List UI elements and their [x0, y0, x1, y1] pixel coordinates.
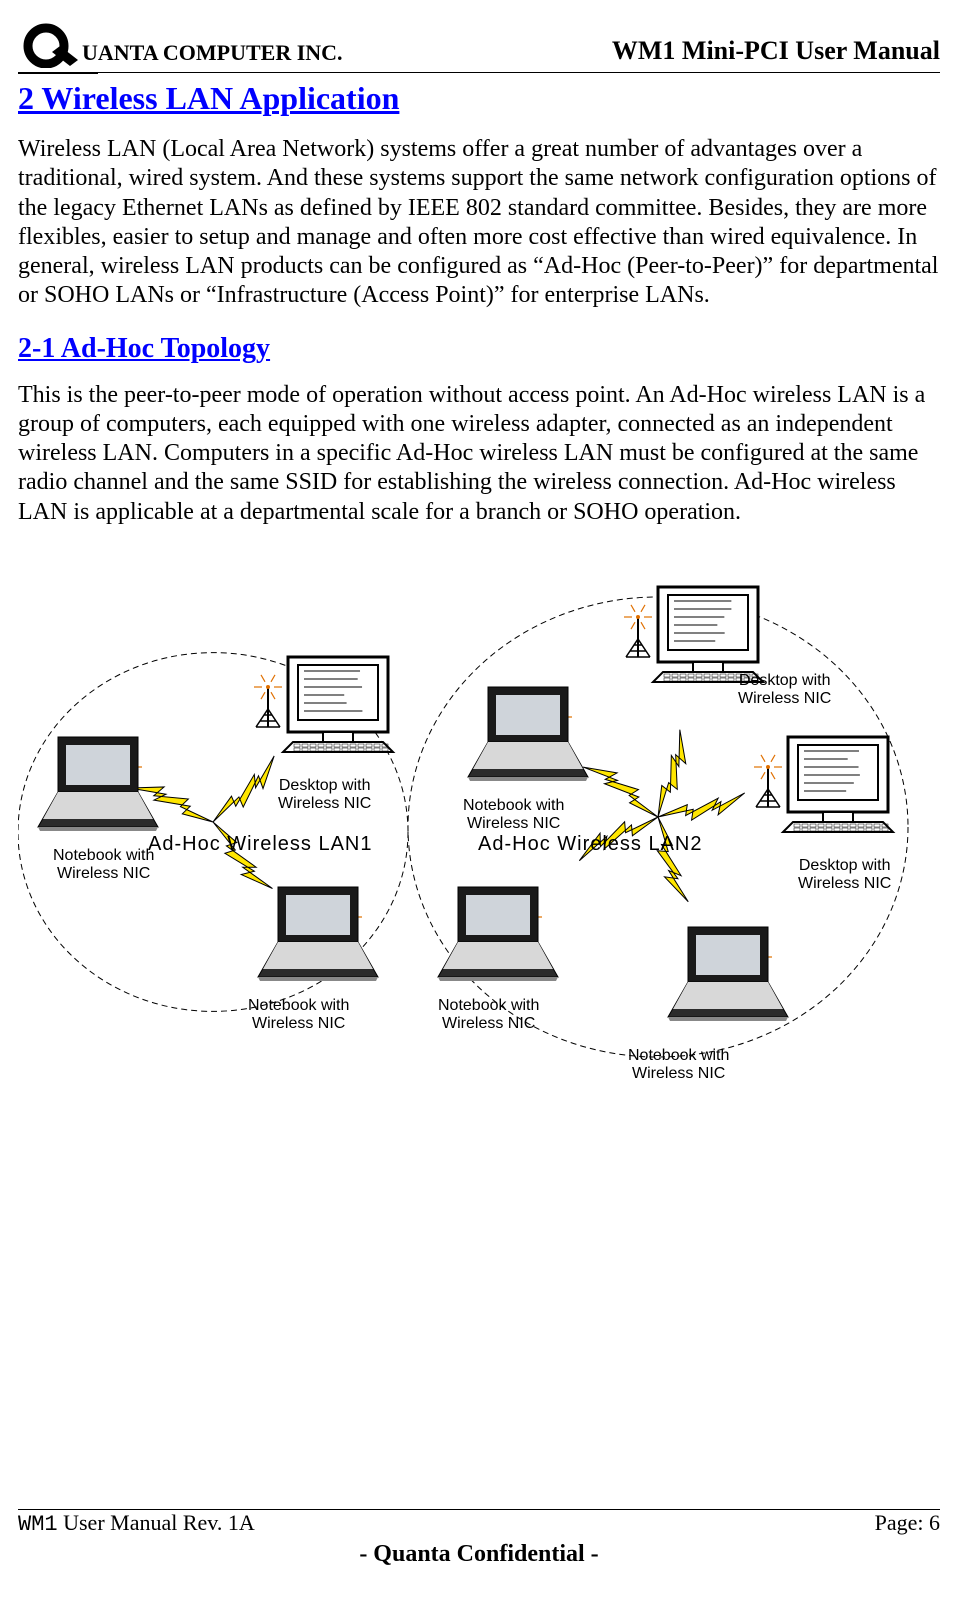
desktop-icon	[783, 737, 893, 832]
antenna-icon	[624, 605, 652, 657]
lan2_notebook_br-label: Notebook with Wireless NIC	[628, 1047, 729, 1082]
section-2-paragraph: Wireless LAN (Local Area Network) system…	[18, 135, 940, 311]
antenna-icon	[254, 675, 282, 727]
desktop-icon	[653, 587, 763, 682]
notebook-icon	[38, 737, 158, 831]
lightning-icon	[645, 816, 692, 907]
lan1_notebook_left-label: Notebook with Wireless NIC	[53, 847, 154, 882]
lan2-label: Ad-Hoc Wireless LAN2	[478, 833, 703, 856]
section-2-1-paragraph: This is the peer-to-peer mode of operati…	[18, 381, 940, 527]
notebook-icon	[468, 687, 588, 781]
adhoc-topology-diagram: Desktop with Wireless NIC Notebook with W…	[18, 557, 918, 1117]
lan2_notebook_bl-label: Notebook with Wireless NIC	[438, 997, 539, 1032]
antenna-icon	[754, 755, 782, 807]
footer-rev: User Manual Rev. 1A	[58, 1510, 255, 1535]
notebook-icon	[258, 887, 378, 981]
lightning-icon	[654, 729, 693, 821]
desktop-icon	[283, 657, 393, 752]
lightning-icon	[657, 789, 749, 830]
lightning-icon	[210, 753, 284, 831]
manual-title: WM1 Mini-PCI User Manual	[612, 36, 940, 66]
lan2_desktop_top-label: Desktop with Wireless NIC	[738, 672, 831, 707]
footer-confidential: - Quanta Confidential -	[18, 1541, 940, 1568]
footer-line: WM1 User Manual Rev. 1A Page: 6	[18, 1510, 940, 1537]
footer-page: Page: 6	[875, 1510, 940, 1537]
quanta-logo-icon	[18, 20, 86, 68]
lan2_notebook_tl-label: Notebook with Wireless NIC	[463, 797, 564, 832]
notebook-icon	[668, 927, 788, 1021]
lan2_desktop_right-label: Desktop with Wireless NIC	[798, 857, 891, 892]
footer-model: WM1	[18, 1512, 58, 1537]
lan1_notebook_bot-label: Notebook with Wireless NIC	[248, 997, 349, 1032]
company-name: UANTA COMPUTER INC.	[82, 40, 343, 66]
lightning-icon	[581, 755, 666, 820]
page-header: UANTA COMPUTER INC. WM1 Mini-PCI User Ma…	[18, 20, 940, 72]
section-2-heading: 2 Wireless LAN Application	[18, 80, 940, 117]
lan1-label: Ad-Hoc Wireless LAN1	[148, 833, 373, 856]
header-rule-stub	[18, 73, 98, 74]
header-rule	[18, 72, 940, 73]
page-footer: WM1 User Manual Rev. 1A Page: 6 - Quanta…	[18, 1509, 940, 1568]
notebook-icon	[438, 887, 558, 981]
lan1_desktop-label: Desktop with Wireless NIC	[278, 777, 371, 812]
header-left: UANTA COMPUTER INC.	[18, 20, 343, 68]
lightning-icon	[203, 819, 276, 898]
section-2-1-heading: 2-1 Ad-Hoc Topology	[18, 333, 940, 365]
